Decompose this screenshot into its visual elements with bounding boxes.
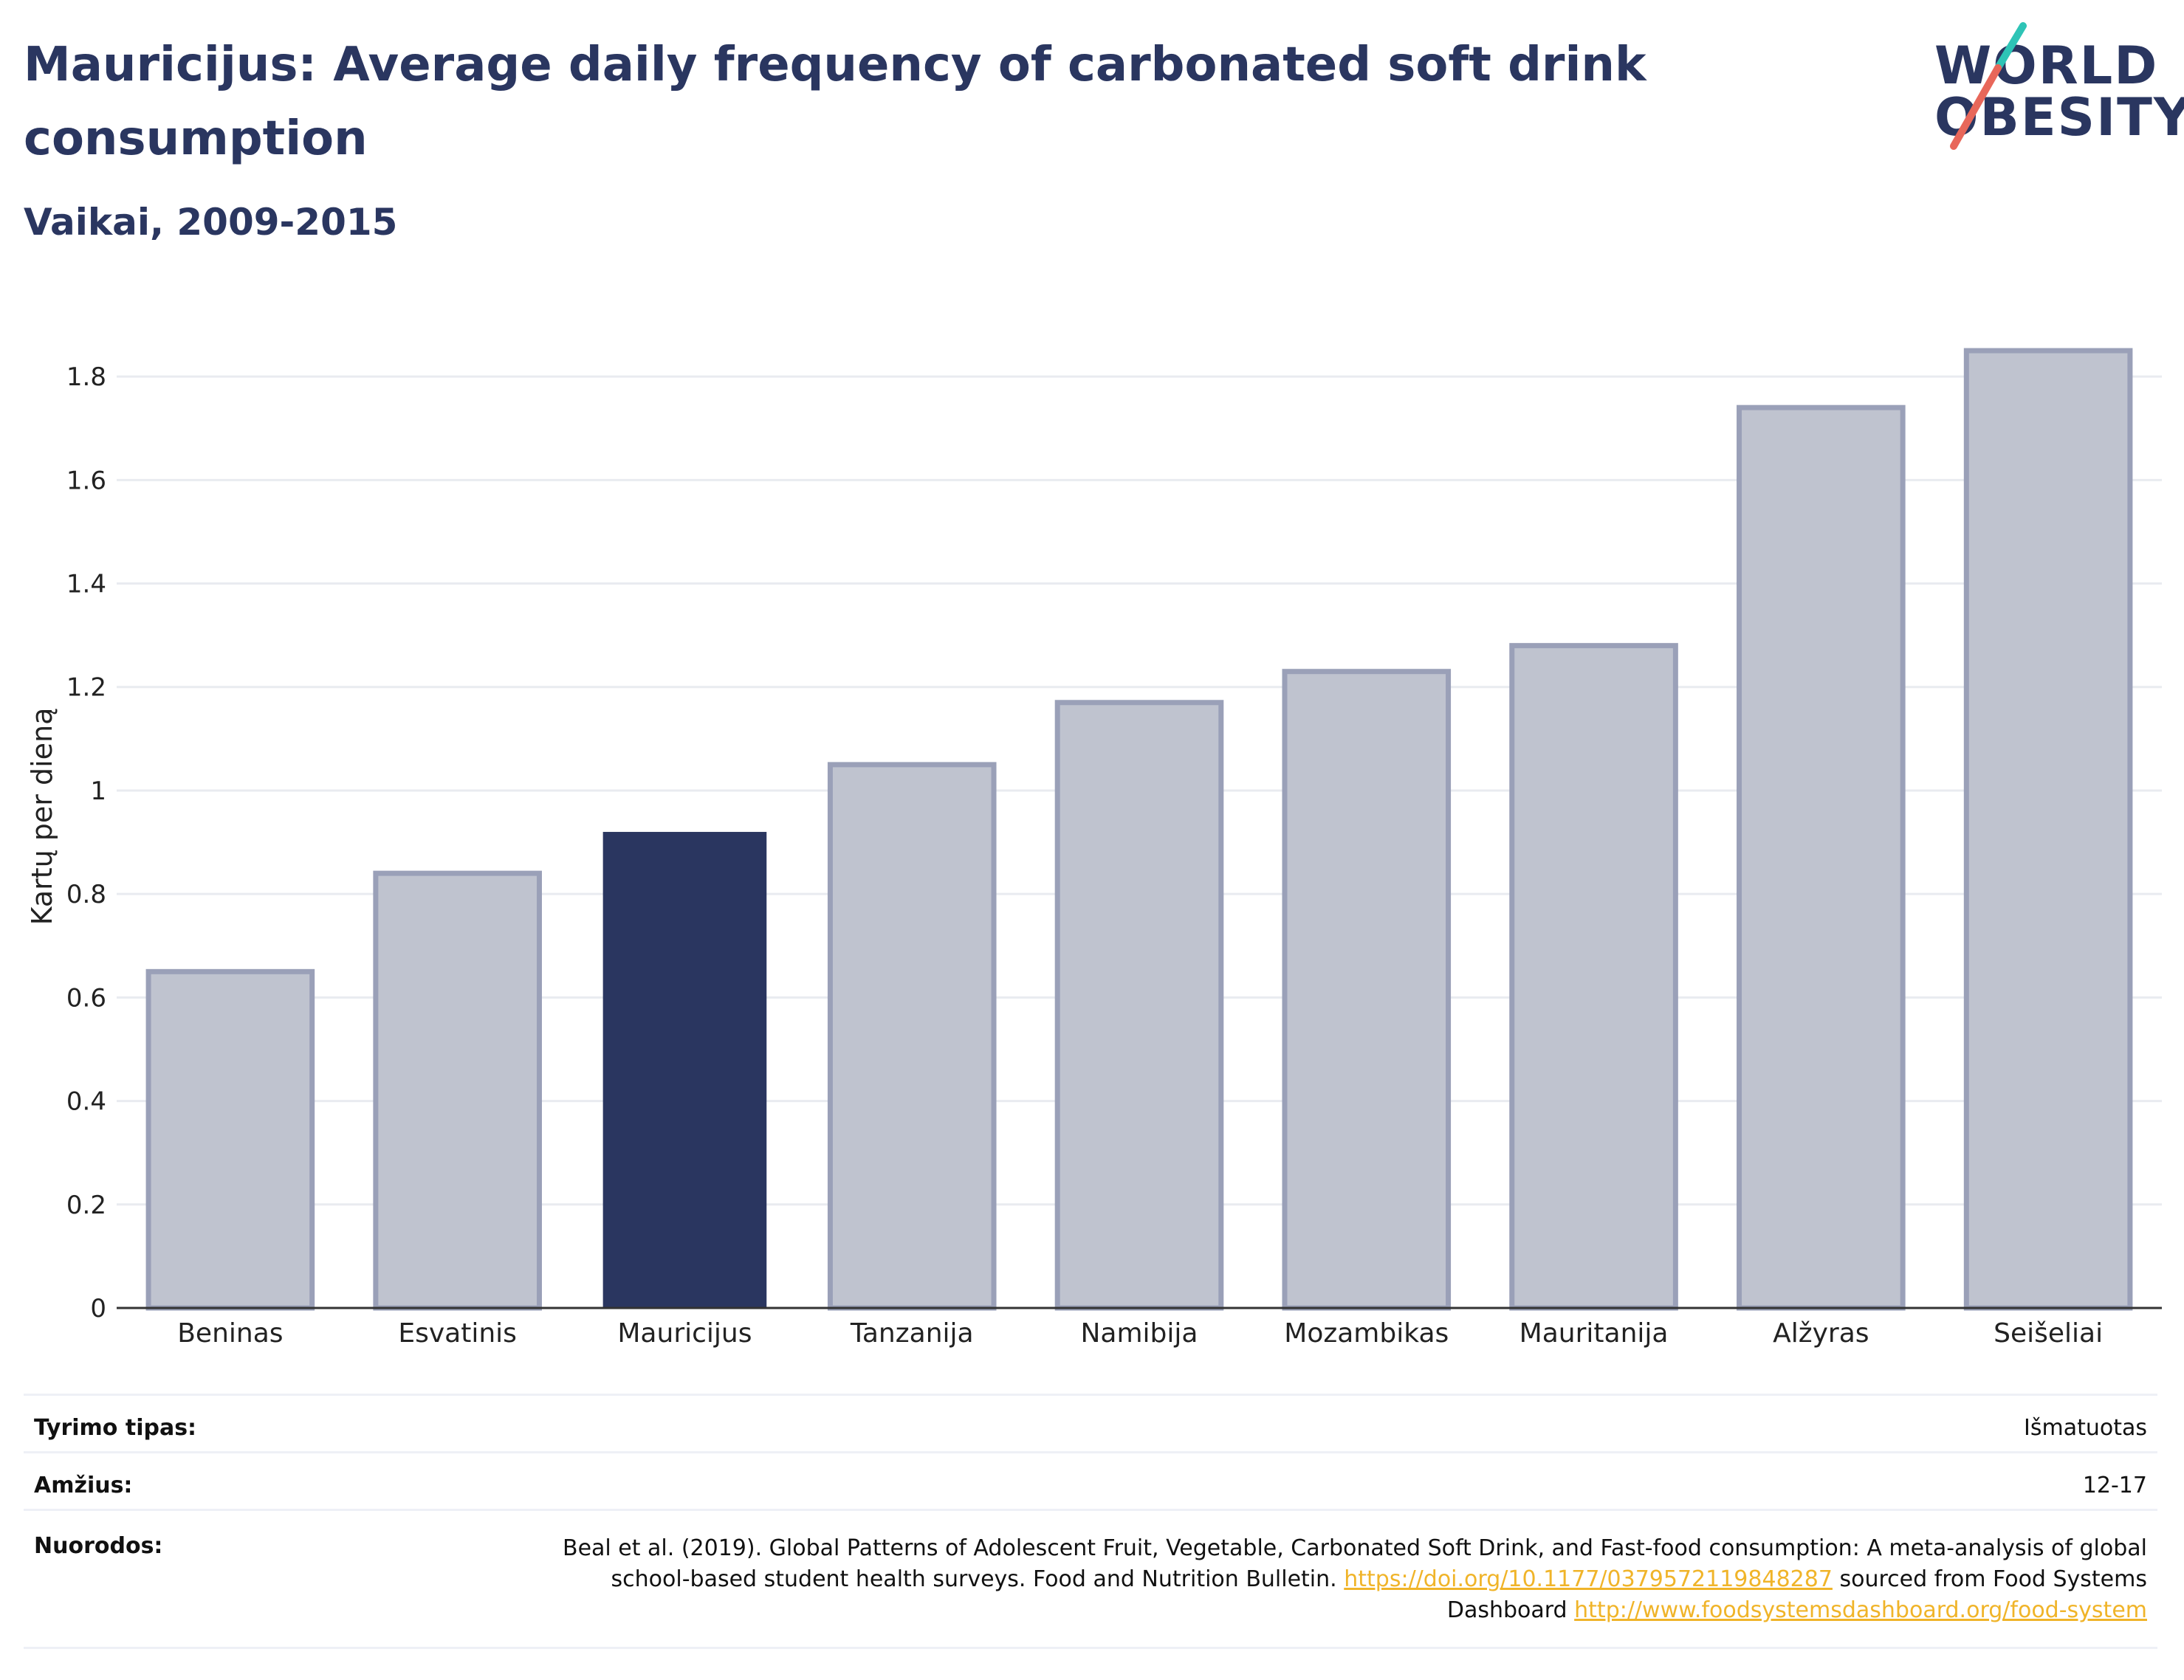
world-obesity-logo: WORLD OBESITY <box>1927 22 2184 155</box>
y-tick-label: 0.4 <box>66 1087 106 1117</box>
x-tick-label: Mauricijus <box>617 1318 752 1349</box>
info-row-age: Amžius: 12-17 <box>24 1451 2157 1509</box>
doi-link[interactable]: https://doi.org/10.1177/0379572119848287 <box>1344 1566 1833 1592</box>
x-tick-label: Namibija <box>1081 1318 1198 1349</box>
x-tick-label: Tanzanija <box>850 1318 974 1349</box>
y-tick-label: 1.6 <box>66 466 106 495</box>
x-tick-label: Mauritanija <box>1519 1318 1669 1349</box>
y-tick-label: 0.8 <box>66 880 106 909</box>
y-tick-label: 0.2 <box>66 1191 106 1220</box>
references-source-text: sourced from Food Systems Dashboard <box>1446 1566 2147 1623</box>
x-tick-label: Mozambikas <box>1284 1318 1449 1349</box>
chart-subtitle: Vaikai, 2009-2015 <box>24 201 398 244</box>
logo-slash-icon <box>1950 22 2027 150</box>
bar-namibija <box>1054 700 1224 1311</box>
x-tick-label: Seišeliai <box>1994 1318 2103 1349</box>
y-tick-label: 1.4 <box>66 570 106 599</box>
logo-text-obesity: OBESITY <box>1934 87 2184 148</box>
bar-chart: 0 0.2 0.4 0.6 0.8 1 1.2 1.4 1.6 1.8 Kartų per dien… <box>26 348 2162 1349</box>
bar-mozambikas <box>1282 669 1452 1311</box>
dashboard-link[interactable]: http://www.foodsystemsdashboard.org/food… <box>1574 1597 2147 1623</box>
references-value: Beal et al. (2019). Global Patterns of A… <box>552 1533 2147 1626</box>
survey-type-value: Išmatuotas <box>2024 1415 2147 1441</box>
y-tick-label: 1 <box>90 777 106 806</box>
references-text: Beal et al. (2019). Global Patterns of A… <box>562 1535 2147 1592</box>
info-row-references: Nuorodos: Beal et al. (2019). Global Pat… <box>24 1509 2157 1649</box>
x-tick-label: Esvatinis <box>398 1318 517 1349</box>
x-tick-label: Beninas <box>177 1318 283 1349</box>
survey-type-label: Tyrimo tipas: <box>34 1415 197 1441</box>
bar-esvatinis <box>373 870 542 1311</box>
y-tick-label: 0.6 <box>66 983 106 1013</box>
logo-text-world: WORLD <box>1934 35 2159 96</box>
bar-seišeliai <box>1963 348 2133 1311</box>
info-row-survey: Tyrimo tipas: Išmatuotas <box>24 1394 2157 1451</box>
age-value: 12-17 <box>2082 1473 2147 1498</box>
bar-mauritanija <box>1509 643 1678 1311</box>
x-tick-label: Alžyras <box>1773 1318 1869 1349</box>
y-tick-label: 1.2 <box>66 673 106 703</box>
chart-title: Mauricijus: Average daily frequency of c… <box>24 38 1646 166</box>
y-tick-label: 1.8 <box>66 362 106 392</box>
bar-mauricijus <box>602 832 767 1308</box>
info-table: Tyrimo tipas: Išmatuotas Amžius: 12-17 N… <box>24 1394 2157 1649</box>
references-label: Nuorodos: <box>34 1533 163 1559</box>
y-axis-label: Kartų per dieną <box>26 708 58 926</box>
bar-tanzanija <box>827 762 997 1311</box>
age-label: Amžius: <box>34 1473 133 1498</box>
bar-alžyras <box>1737 404 1906 1311</box>
bar-beninas <box>145 968 315 1311</box>
y-tick-label: 0 <box>90 1294 106 1323</box>
